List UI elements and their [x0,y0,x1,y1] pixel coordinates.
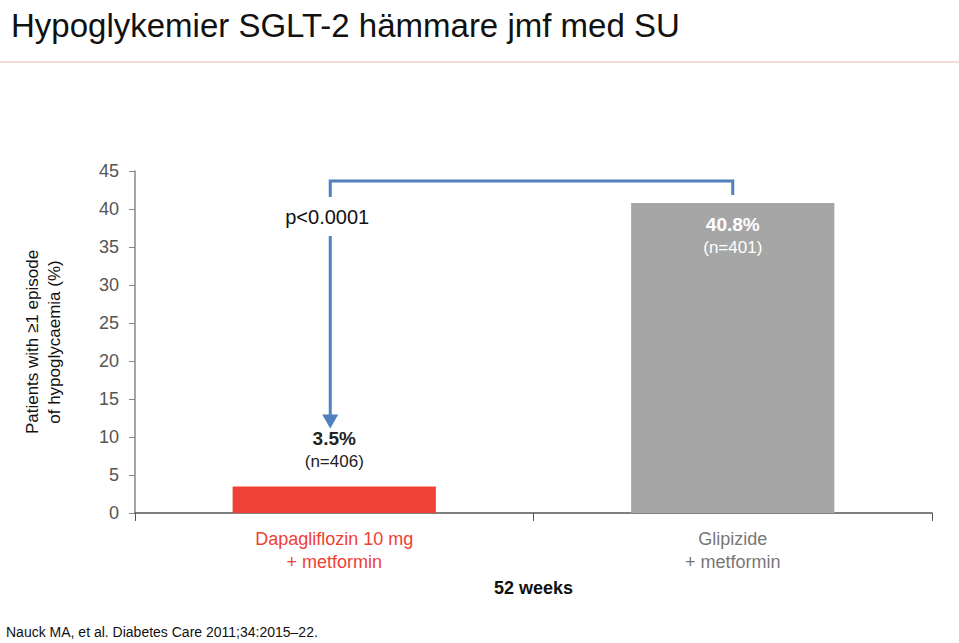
svg-text:Patients with ≥1 episode: Patients with ≥1 episode [23,250,42,434]
svg-text:20: 20 [99,351,119,371]
svg-text:30: 30 [99,275,119,295]
svg-text:Hypoglykemier SGLT-2 hämmare j: Hypoglykemier SGLT-2 hämmare jmf med SU [11,7,680,44]
svg-text:15: 15 [99,389,119,409]
svg-text:+ metformin: + metformin [685,552,781,572]
svg-text:Dapagliflozin 10 mg: Dapagliflozin 10 mg [255,529,413,549]
svg-text:(n=406): (n=406) [305,452,364,471]
svg-text:of hypoglycaemia (%): of hypoglycaemia (%) [45,260,64,423]
svg-text:52 weeks: 52 weeks [494,578,573,598]
svg-text:45: 45 [99,161,119,181]
svg-text:p<0.0001: p<0.0001 [285,206,369,228]
svg-text:(n=401): (n=401) [703,238,762,257]
svg-text:25: 25 [99,313,119,333]
svg-text:5: 5 [109,465,119,485]
svg-text:Glipizide: Glipizide [698,529,767,549]
svg-text:40.8%: 40.8% [706,214,760,235]
svg-text:35: 35 [99,237,119,257]
svg-text:Nauck MA, et al. Diabetes Care: Nauck MA, et al. Diabetes Care 2011;34:2… [6,624,318,640]
svg-text:40: 40 [99,199,119,219]
svg-text:3.5%: 3.5% [313,428,356,449]
svg-text:10: 10 [99,427,119,447]
svg-text:+ metformin: + metformin [286,552,382,572]
svg-text:0: 0 [109,503,119,523]
